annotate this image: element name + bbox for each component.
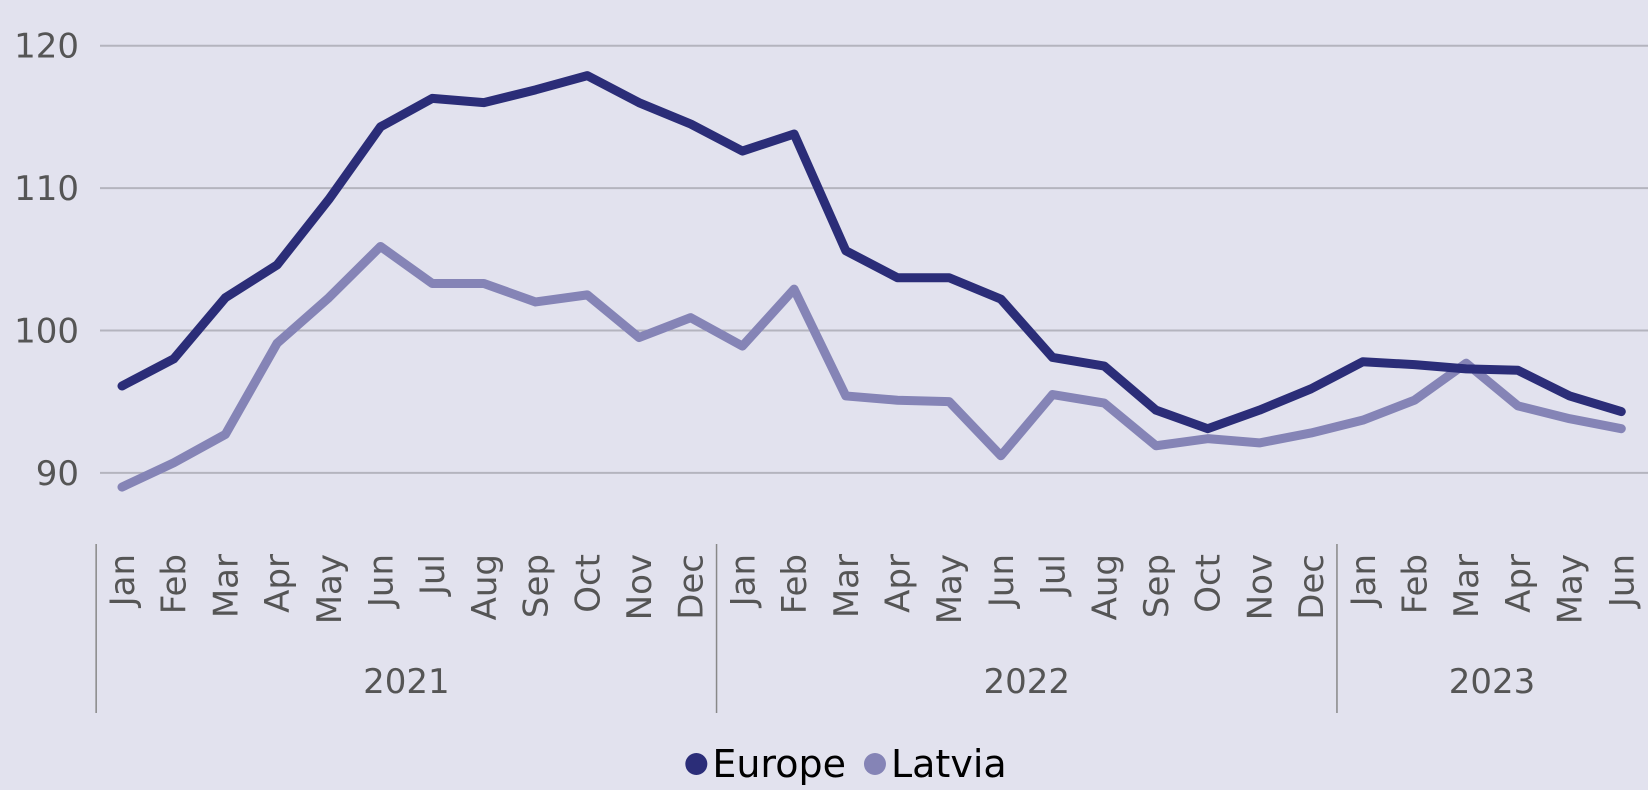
x-tick-label: Mar [1447, 554, 1487, 618]
x-tick-label: Aug [465, 554, 505, 620]
legend-label: Latvia [891, 742, 1007, 786]
x-tick-label: Dec [1292, 554, 1332, 620]
x-tick-label: Sep [517, 554, 557, 618]
x-tick-label: Oct [1189, 554, 1229, 613]
x-tick-label: Oct [568, 554, 608, 613]
legend-marker [863, 753, 886, 775]
x-tick-label: Jun [362, 554, 402, 609]
x-tick-label: Sep [1137, 554, 1177, 618]
x-group-label: 2021 [363, 662, 450, 702]
x-tick-label: Jun [982, 554, 1022, 609]
legend: Europe Latvia [685, 742, 1007, 786]
x-tick-label: Jan [723, 554, 763, 608]
x-tick-label: Jun [1602, 554, 1642, 609]
x-group-label: 2023 [1449, 662, 1536, 702]
line-series [117, 71, 1626, 434]
x-tick-label: Apr [1499, 554, 1539, 613]
x-tick-label: Dec [672, 554, 712, 620]
x-tick-label: Feb [775, 554, 815, 614]
x-tick-label: Jul [1034, 554, 1074, 597]
x-tick-label: Apr [879, 554, 919, 613]
x-tick-label: Jan [1344, 554, 1384, 608]
x-tick-label: Feb [155, 554, 195, 614]
line-series [117, 241, 1626, 492]
x-tick-label: Nov [620, 554, 660, 620]
x-tick-label: May [1551, 554, 1591, 624]
x-tick-label: Aug [1085, 554, 1125, 620]
y-tick-label: 120 [14, 27, 79, 67]
x-tick-label: Jul [413, 554, 453, 597]
x-tick-label: Nov [1240, 554, 1280, 620]
y-tick-label: 110 [14, 169, 79, 209]
legend-marker [685, 753, 708, 775]
x-tick-label: May [310, 554, 350, 624]
x-group-label: 2022 [983, 662, 1070, 702]
x-tick-label: Mar [827, 554, 867, 618]
x-tick-label: May [930, 554, 970, 624]
legend-label: Europe [712, 742, 846, 786]
x-tick-label: Apr [258, 554, 298, 613]
y-tick-label: 100 [14, 311, 79, 351]
x-tick-label: Jan [103, 554, 143, 608]
x-tick-label: Feb [1396, 554, 1436, 614]
x-tick-label: Mar [206, 554, 246, 618]
y-tick-label: 90 [36, 454, 79, 494]
